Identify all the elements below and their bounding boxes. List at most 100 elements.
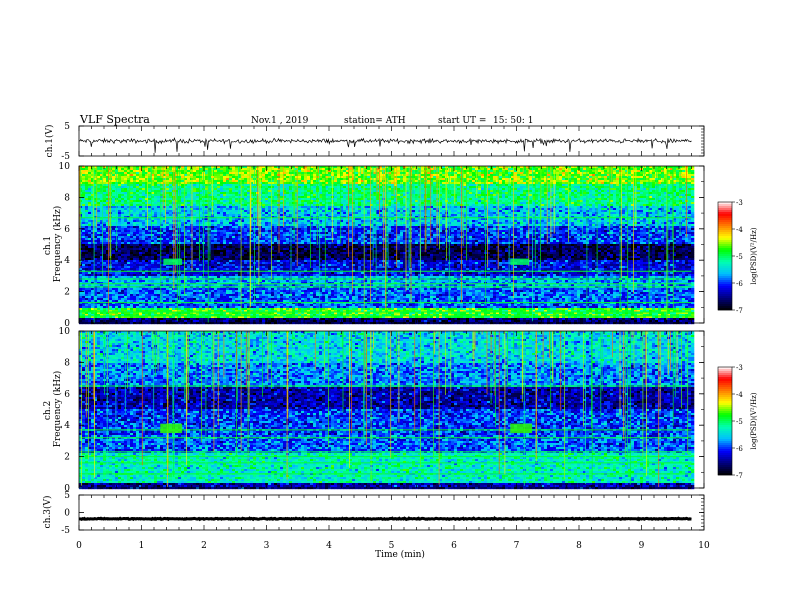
spectrogram-cell (529, 186, 532, 188)
spectrogram-cell (652, 194, 655, 196)
spectrogram-cell (619, 206, 622, 208)
spectrogram-cell (124, 196, 127, 198)
spectrogram-cell (301, 202, 304, 204)
spectrogram-cell (565, 182, 568, 184)
spectrogram-cell (586, 200, 589, 202)
spectrogram-cell (262, 208, 265, 210)
spectrogram-cell (136, 208, 139, 210)
spectrogram-cell (136, 202, 139, 204)
spectrogram-cell (232, 172, 235, 174)
spectrogram-cell (121, 204, 124, 206)
spectrogram-cell (298, 210, 301, 212)
spectrogram-cell (451, 210, 454, 212)
spectrogram-cell (214, 176, 217, 178)
spectrogram-cell (313, 188, 316, 190)
spectrogram-cell (682, 204, 685, 206)
spectrogram-cell (589, 184, 592, 186)
spectrogram-cell (598, 172, 601, 174)
spectrogram-cell (613, 182, 616, 184)
spectrogram-cell (676, 198, 679, 200)
spectrogram-cell (181, 188, 184, 190)
spectrogram-cell (217, 194, 220, 196)
spectrogram-cell (643, 186, 646, 188)
spectrogram-cell (517, 190, 520, 192)
spectrogram-cell (469, 184, 472, 186)
spectrogram-cell (493, 212, 496, 214)
spectrogram-cell (613, 204, 616, 206)
spectrogram-cell (574, 186, 577, 188)
spectrogram-cell (286, 206, 289, 208)
spectrogram-cell (670, 176, 673, 178)
spectrogram-cell (187, 206, 190, 208)
spectrogram-cell (442, 208, 445, 210)
spectrogram-cell (481, 170, 484, 172)
spectrogram-cell (529, 170, 532, 172)
spectrogram-cell (604, 176, 607, 178)
spectrogram-cell (280, 168, 283, 170)
spectrogram-cell (637, 184, 640, 186)
spectrogram-cell (586, 210, 589, 212)
spectrogram-cell (193, 178, 196, 180)
spectrogram-cell (610, 212, 613, 214)
spectrogram-cell (652, 182, 655, 184)
spectrogram-cell (220, 168, 223, 170)
spectrogram-cell (682, 174, 685, 176)
spectrogram-cell (676, 206, 679, 208)
spectrogram-cell (274, 196, 277, 198)
spectrogram-cell (559, 170, 562, 172)
spectrogram-cell (322, 170, 325, 172)
spectrogram-cell (412, 204, 415, 206)
spectrogram-cell (244, 174, 247, 176)
spectrogram-cell (154, 206, 157, 208)
spectrogram-cell (307, 198, 310, 200)
spectrogram-cell (442, 210, 445, 212)
spectrogram-cell (214, 200, 217, 202)
spectrogram-cell (400, 212, 403, 214)
spectrogram-cell (688, 202, 691, 204)
spectrogram-cell (553, 192, 556, 194)
spectrogram-cell (649, 200, 652, 202)
spectrogram-cell (427, 196, 430, 198)
spectrogram-cell (181, 180, 184, 182)
spectrogram-cell (313, 186, 316, 188)
spectrogram-cell (529, 198, 532, 200)
spectrogram-cell (598, 188, 601, 190)
spectrogram-cell (496, 190, 499, 192)
spectrogram-cell (577, 192, 580, 194)
spectrogram-cell (292, 192, 295, 194)
spectrogram-cell (499, 170, 502, 172)
spectrogram-cell (577, 212, 580, 214)
spectrogram-cell (616, 200, 619, 202)
spectrogram-cell (604, 186, 607, 188)
spectrogram-cell (286, 208, 289, 210)
spectrogram-cell (118, 214, 121, 216)
spectrogram-cell (226, 196, 229, 198)
spectrogram-cell (643, 198, 646, 200)
spectrogram-cell (82, 176, 85, 178)
spectrogram-cell (517, 198, 520, 200)
spectrogram-cell (520, 178, 523, 180)
spectrogram-cell (313, 170, 316, 172)
spectrogram-cell (670, 168, 673, 170)
spectrogram-cell (124, 214, 127, 216)
spectrogram-cell (475, 210, 478, 212)
spectrogram-cell (142, 170, 145, 172)
spectrogram-cell (496, 182, 499, 184)
spectrogram-cell (550, 192, 553, 194)
spectrogram-cell (391, 208, 394, 210)
spectrogram-cell (640, 202, 643, 204)
spectrogram-cell (322, 184, 325, 186)
spectrogram-cell (400, 178, 403, 180)
spectrogram-cell (196, 170, 199, 172)
spectrogram-cell (166, 214, 169, 216)
spectrogram-cell (529, 196, 532, 198)
spectrogram-cell (136, 170, 139, 172)
spectrogram-cell (124, 190, 127, 192)
spectrogram-cell (124, 188, 127, 190)
spectrogram-cell (595, 188, 598, 190)
spectrogram-cell (100, 186, 103, 188)
spectrogram-cell (268, 178, 271, 180)
spectrogram-cell (226, 206, 229, 208)
spectrogram-cell (196, 182, 199, 184)
spectrogram-cell (220, 208, 223, 210)
